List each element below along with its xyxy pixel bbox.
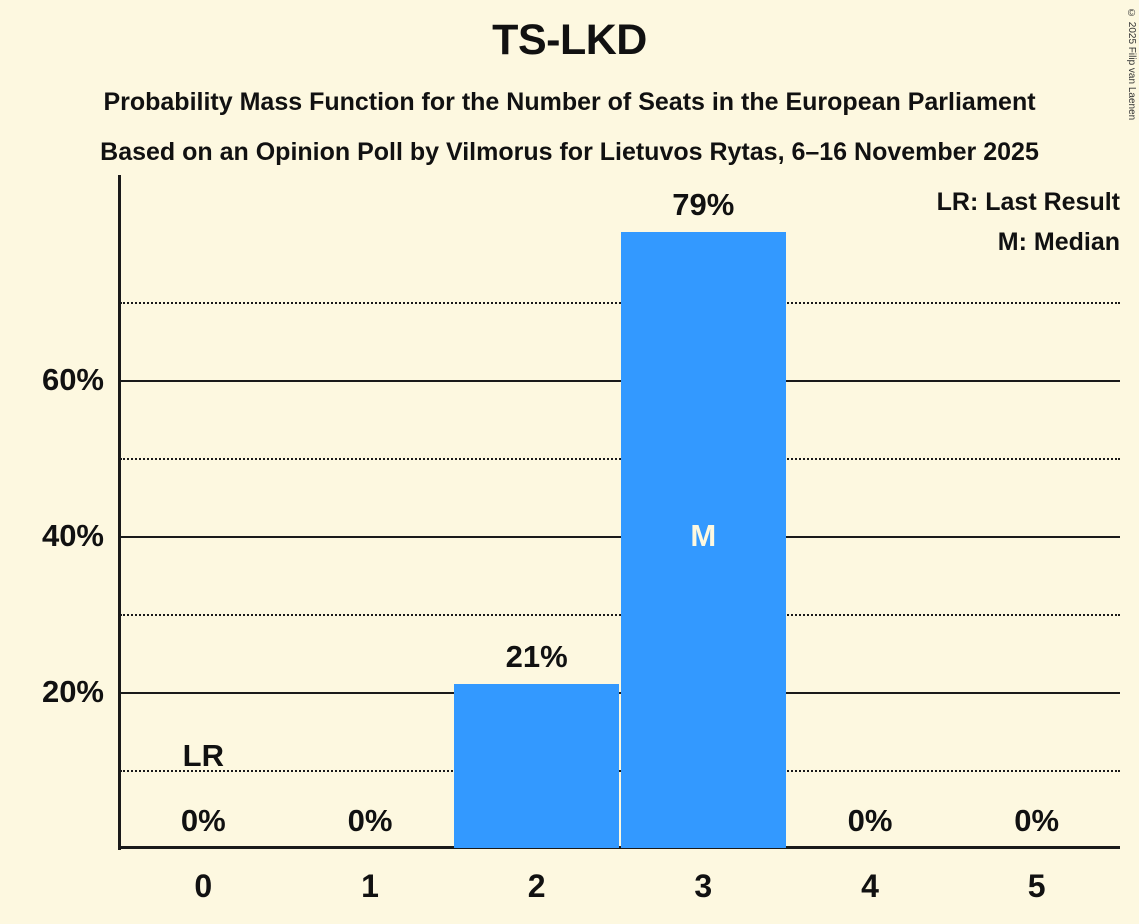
x-axis-tick-label: 3 — [694, 868, 713, 904]
last-result-marker: LR — [182, 737, 224, 773]
bar-value-label: 21% — [505, 639, 568, 675]
gridline-minor — [120, 457, 1120, 460]
bar[interactable] — [454, 684, 619, 848]
gridline-major — [120, 379, 1120, 382]
x-axis-tick-label: 0 — [194, 868, 213, 904]
y-axis-tick-label: 20% — [41, 673, 104, 709]
chart-legend: LR: Last Result M: Median — [937, 182, 1120, 262]
legend-item-median: M: Median — [997, 228, 1120, 256]
x-axis-tick-label: 1 — [361, 868, 379, 904]
gridline-major — [120, 691, 1120, 694]
bar-value-label: 0% — [180, 803, 226, 838]
median-marker: M — [690, 517, 717, 553]
bar[interactable] — [621, 231, 786, 848]
bar-value-label: 0% — [1014, 803, 1060, 838]
y-axis-line — [118, 175, 121, 850]
gridline-minor — [120, 769, 1120, 772]
y-axis-tick-label: 40% — [41, 517, 104, 553]
bar-value-label: 0% — [347, 803, 393, 838]
gridline-major — [120, 535, 1120, 538]
plot-area — [120, 177, 1120, 848]
bar-value-label: 0% — [847, 803, 893, 838]
chart-subtitle-secondary: Based on an Opinion Poll by Vilmorus for… — [100, 138, 1039, 166]
page-title: TS-LKD — [492, 16, 647, 64]
bar-value-label: 79% — [672, 186, 735, 222]
copyright-notice: © 2025 Filip van Laenen — [1126, 8, 1137, 121]
x-axis-tick-label: 5 — [1027, 868, 1046, 904]
gridline-minor — [120, 613, 1120, 616]
x-axis-tick-label: 2 — [527, 868, 546, 904]
legend-item-last-result: LR: Last Result — [936, 188, 1120, 216]
gridline-minor — [120, 301, 1120, 304]
chart-subtitle-primary: Probability Mass Function for the Number… — [103, 88, 1036, 116]
x-axis-line — [118, 846, 1120, 849]
x-axis-tick-label: 4 — [861, 868, 879, 904]
y-axis-tick-label: 60% — [41, 361, 104, 397]
